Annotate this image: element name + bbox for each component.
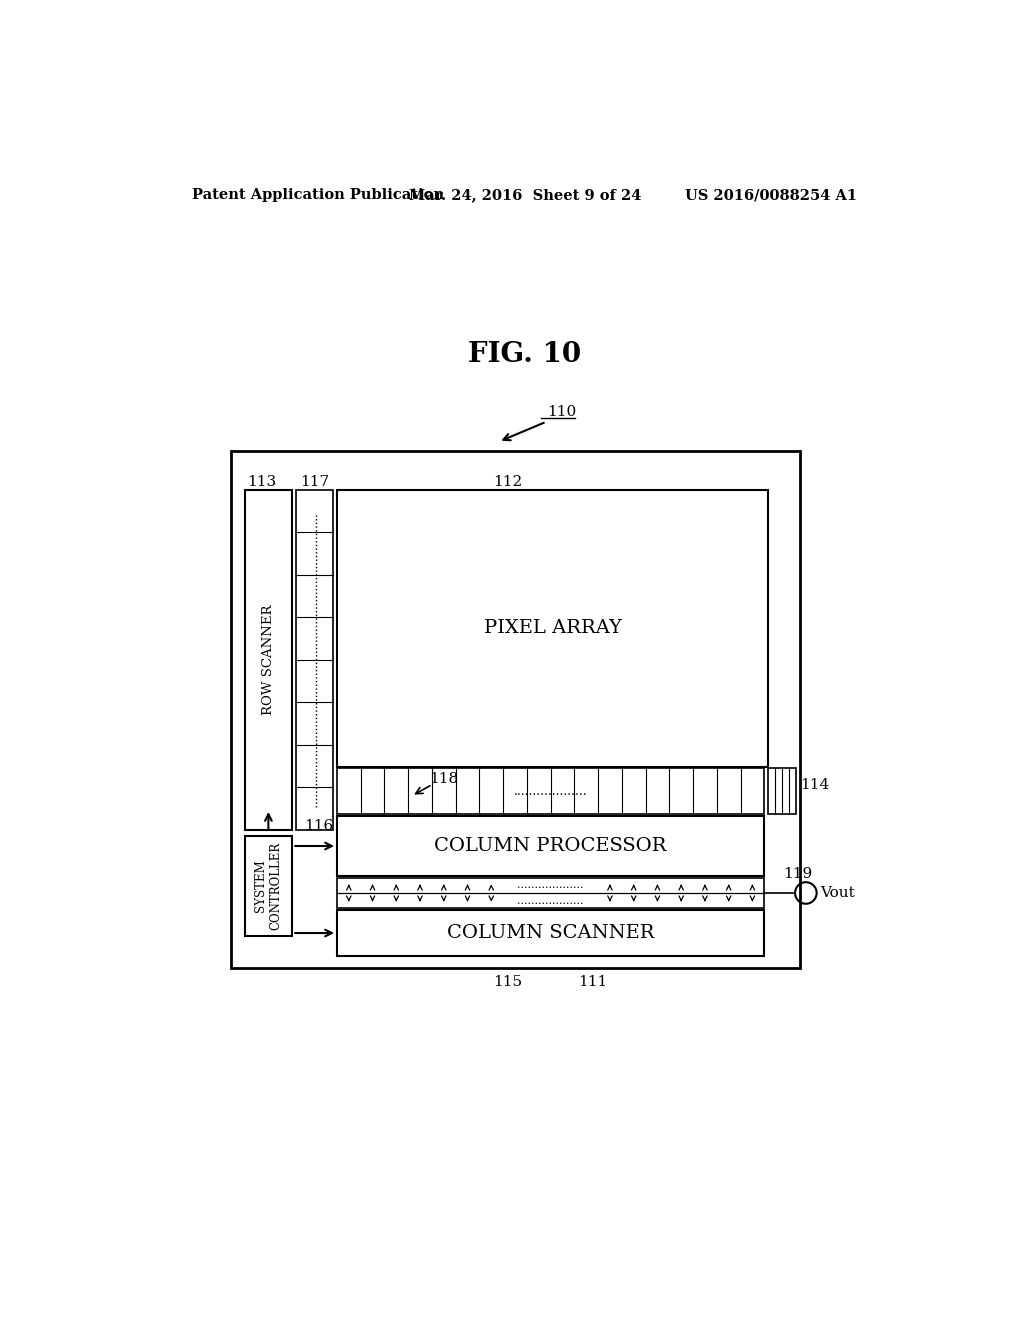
Text: ...................: ................... bbox=[517, 880, 584, 890]
Bar bbox=[245, 836, 292, 936]
Bar bbox=[337, 878, 764, 908]
Text: 119: 119 bbox=[782, 867, 812, 882]
Text: 115: 115 bbox=[494, 975, 522, 989]
Text: 116: 116 bbox=[304, 818, 333, 833]
Text: PIXEL ARRAY: PIXEL ARRAY bbox=[483, 619, 622, 638]
Text: SYSTEM
CONTROLLER: SYSTEM CONTROLLER bbox=[254, 842, 283, 931]
Bar bbox=[230, 451, 801, 969]
Bar bbox=[337, 490, 768, 767]
Text: 117: 117 bbox=[300, 475, 329, 488]
Bar bbox=[337, 768, 764, 814]
Text: 111: 111 bbox=[578, 975, 607, 989]
Bar bbox=[337, 909, 764, 956]
Text: COLUMN PROCESSOR: COLUMN PROCESSOR bbox=[434, 837, 667, 855]
Text: US 2016/0088254 A1: US 2016/0088254 A1 bbox=[685, 189, 857, 202]
Text: COLUMN SCANNER: COLUMN SCANNER bbox=[446, 924, 654, 942]
Text: Patent Application Publication: Patent Application Publication bbox=[193, 189, 444, 202]
Text: 110: 110 bbox=[547, 405, 577, 420]
Text: 112: 112 bbox=[494, 475, 522, 488]
Text: 113: 113 bbox=[248, 475, 276, 488]
Text: 114: 114 bbox=[801, 779, 829, 792]
Bar bbox=[337, 816, 764, 876]
Text: 118: 118 bbox=[429, 772, 459, 785]
Bar bbox=[768, 768, 796, 814]
Bar bbox=[296, 490, 333, 830]
Text: Mar. 24, 2016  Sheet 9 of 24: Mar. 24, 2016 Sheet 9 of 24 bbox=[409, 189, 641, 202]
Text: ROW SCANNER: ROW SCANNER bbox=[262, 605, 274, 715]
Text: ...................: ................... bbox=[514, 785, 588, 797]
Text: ...................: ................... bbox=[517, 896, 584, 906]
Bar bbox=[245, 490, 292, 830]
Text: FIG. 10: FIG. 10 bbox=[468, 342, 582, 368]
Text: Vout: Vout bbox=[820, 886, 855, 900]
